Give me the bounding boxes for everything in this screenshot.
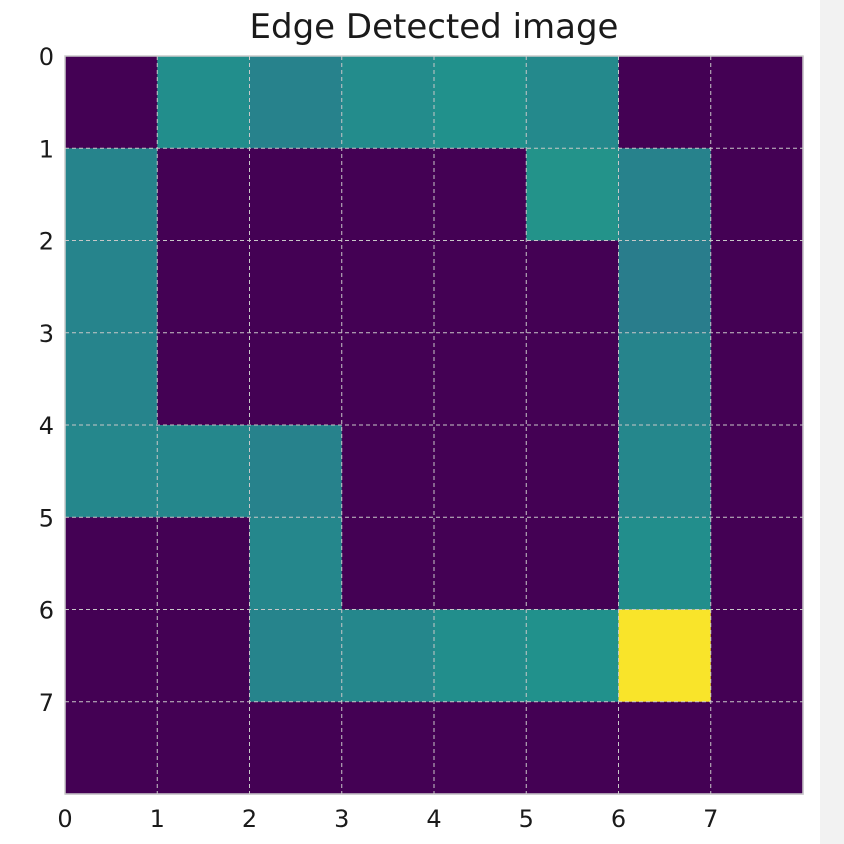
heatmap-cell-r7-c3 [342,702,435,795]
y-tick-label: 4 [39,412,54,440]
heatmap-cell-r6-c4 [434,610,527,703]
heatmap-cell-r5-c4 [434,517,527,610]
x-tick-label: 4 [426,805,441,833]
heatmap-cell-r7-c5 [526,702,619,795]
y-tick-label: 2 [39,228,54,256]
heatmap-cell-r1-c2 [250,148,343,241]
heatmap-cell-r3-c6 [619,333,712,426]
heatmap-cell-r2-c4 [434,241,527,334]
y-tick-label: 1 [39,135,54,163]
heatmap-cell-r7-c0 [65,702,158,795]
heatmap-cell-r4-c2 [250,425,343,518]
heatmap-cell-r0-c6 [619,56,712,149]
heatmap-cell-r4-c1 [157,425,250,518]
heatmap-cell-r6-c0 [65,610,158,703]
heatmap-cell-r0-c2 [250,56,343,149]
heatmap-cell-r0-c4 [434,56,527,149]
y-tick-label: 3 [39,320,54,348]
heatmap-cell-r6-c6 [619,610,712,703]
heatmap-cell-r1-c7 [711,148,804,241]
y-tick-label: 6 [39,597,54,625]
heatmap-cell-r4-c4 [434,425,527,518]
heatmap-cell-r4-c3 [342,425,435,518]
heatmap-cell-r7-c7 [711,702,804,795]
heatmap-cell-r3-c1 [157,333,250,426]
heatmap-cell-r0-c3 [342,56,435,149]
heatmap-cell-r5-c5 [526,517,619,610]
heatmap-cell-r2-c2 [250,241,343,334]
x-tick-label: 5 [519,805,534,833]
heatmap-cell-r7-c6 [619,702,712,795]
heatmap-cell-r2-c3 [342,241,435,334]
heatmap-cell-r5-c7 [711,517,804,610]
heatmap-cell-r2-c5 [526,241,619,334]
chart-title: Edge Detected image [250,7,619,47]
heatmap-cell-r7-c4 [434,702,527,795]
heatmap-cell-r1-c4 [434,148,527,241]
x-tick-label: 3 [334,805,349,833]
heatmap-cell-r3-c7 [711,333,804,426]
heatmap-cell-r4-c0 [65,425,158,518]
heatmap-cell-r6-c5 [526,610,619,703]
heatmap-cell-r1-c6 [619,148,712,241]
heatmap-cell-r2-c1 [157,241,250,334]
heatmap-cell-r3-c3 [342,333,435,426]
heatmap-cells [65,56,804,795]
heatmap-cell-r0-c7 [711,56,804,149]
heatmap-cell-r0-c0 [65,56,158,149]
heatmap-cell-r4-c7 [711,425,804,518]
heatmap-cell-r3-c2 [250,333,343,426]
x-tick-label: 0 [57,805,72,833]
heatmap-cell-r4-c5 [526,425,619,518]
heatmap-cell-r6-c3 [342,610,435,703]
x-tick-label: 2 [242,805,257,833]
heatmap-cell-r2-c6 [619,241,712,334]
heatmap-cell-r2-c0 [65,241,158,334]
heatmap-cell-r0-c5 [526,56,619,149]
heatmap-cell-r7-c2 [250,702,343,795]
heatmap-cell-r1-c3 [342,148,435,241]
heatmap-cell-r3-c4 [434,333,527,426]
y-tick-label: 5 [39,504,54,532]
heatmap-cell-r6-c2 [250,610,343,703]
heatmap-cell-r5-c6 [619,517,712,610]
heatmap-cell-r3-c0 [65,333,158,426]
heatmap-cell-r7-c1 [157,702,250,795]
x-tick-label: 6 [611,805,626,833]
y-tick-label: 7 [39,689,54,717]
x-tick-label: 1 [150,805,165,833]
heatmap-cell-r4-c6 [619,425,712,518]
y-tick-label: 0 [39,43,54,71]
heatmap-cell-r0-c1 [157,56,250,149]
heatmap-cell-r1-c5 [526,148,619,241]
heatmap-cell-r2-c7 [711,241,804,334]
heatmap-cell-r1-c1 [157,148,250,241]
heatmap-cell-r5-c0 [65,517,158,610]
heatmap-cell-r5-c1 [157,517,250,610]
y-axis-ticks: 0 1 2 3 4 5 6 7 [39,43,54,717]
x-tick-label: 7 [703,805,718,833]
heatmap-cell-r1-c0 [65,148,158,241]
heatmap-cell-r5-c3 [342,517,435,610]
heatmap-cell-r3-c5 [526,333,619,426]
heatmap-cell-r5-c2 [250,517,343,610]
heatmap-cell-r6-c7 [711,610,804,703]
heatmap-cell-r6-c1 [157,610,250,703]
x-axis-ticks: 0 1 2 3 4 5 6 7 [57,805,718,833]
